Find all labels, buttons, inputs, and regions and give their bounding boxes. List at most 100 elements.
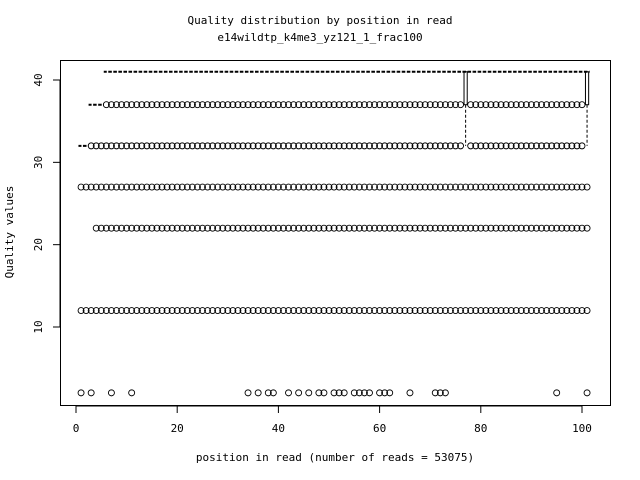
- outlier-point: [411, 142, 419, 150]
- outlier-point: [543, 307, 551, 314]
- outlier-point: [285, 389, 292, 397]
- outlier-point: [502, 224, 510, 232]
- outlier-point: [472, 224, 480, 232]
- outlier-point: [193, 142, 201, 150]
- outlier-point: [431, 224, 439, 232]
- outlier-point: [254, 389, 262, 397]
- outlier-point: [441, 307, 449, 314]
- outlier-point: [325, 101, 333, 109]
- outlier-point: [553, 183, 561, 191]
- outlier-point: [507, 224, 515, 232]
- outlier-point: [492, 142, 500, 150]
- outlier-point: [128, 142, 136, 150]
- outlier-point: [113, 224, 120, 232]
- outlier-point: [416, 224, 424, 232]
- outlier-point: [209, 142, 217, 150]
- outlier-point: [173, 142, 181, 150]
- outlier-point: [199, 142, 206, 150]
- outlier-point: [229, 224, 237, 232]
- outlier-point: [92, 307, 100, 314]
- outlier-point: [254, 142, 262, 150]
- outlier-point: [234, 142, 242, 150]
- outlier-point: [259, 101, 267, 109]
- outlier-point: [320, 101, 328, 109]
- outlier-point: [512, 224, 520, 232]
- outlier-point: [315, 101, 323, 109]
- outlier-point: [249, 224, 257, 232]
- outlier-point: [87, 389, 95, 397]
- outlier-point: [340, 142, 348, 150]
- outlier-point: [77, 183, 85, 191]
- outlier-point: [406, 307, 414, 314]
- outlier-point: [335, 224, 343, 232]
- outlier-point: [522, 224, 530, 232]
- outlier-point: [538, 224, 545, 232]
- outlier-point: [366, 389, 373, 397]
- outlier-point: [330, 307, 338, 314]
- outlier-point: [219, 101, 227, 109]
- outlier-point: [406, 183, 414, 191]
- outlier-point: [497, 183, 505, 191]
- outlier-point: [558, 101, 566, 109]
- outlier-point: [355, 142, 363, 150]
- outlier-point: [138, 307, 146, 314]
- x-axis-label: position in read (number of reads = 5307…: [196, 451, 474, 464]
- outlier-point: [133, 183, 141, 191]
- outlier-point: [102, 183, 110, 191]
- outlier-point: [350, 101, 358, 109]
- outlier-point: [446, 101, 454, 109]
- outlier-point: [285, 142, 292, 150]
- outlier-point: [320, 142, 328, 150]
- outlier-point: [330, 224, 338, 232]
- outlier-point: [376, 142, 384, 150]
- outlier-point: [178, 101, 186, 109]
- outlier-point: [507, 307, 515, 314]
- outlier-point: [239, 224, 247, 232]
- outlier-point: [305, 307, 313, 314]
- outlier-point: [533, 101, 540, 109]
- outlier-point: [143, 101, 151, 109]
- outlier-point: [583, 307, 591, 314]
- outlier-point: [224, 183, 232, 191]
- outlier-point: [107, 183, 115, 191]
- outlier-point: [259, 224, 267, 232]
- outlier-point: [573, 307, 581, 314]
- outlier-point: [249, 142, 257, 150]
- outlier-point: [355, 389, 363, 397]
- outlier-point: [497, 307, 505, 314]
- outlier-point: [178, 307, 186, 314]
- outlier-point: [325, 224, 333, 232]
- outlier-point: [482, 224, 490, 232]
- outlier-point: [254, 101, 262, 109]
- outlier-point: [118, 224, 125, 232]
- outlier-point: [123, 101, 131, 109]
- outlier-point: [477, 183, 485, 191]
- outlier-point: [219, 307, 227, 314]
- outlier-point: [305, 224, 313, 232]
- outlier-point: [214, 142, 222, 150]
- outlier-point: [138, 101, 146, 109]
- outlier-point: [158, 224, 166, 232]
- outlier-point: [269, 101, 277, 109]
- outlier-point: [87, 307, 95, 314]
- outlier-point: [315, 142, 323, 150]
- outlier-point: [123, 183, 131, 191]
- outlier-point: [325, 183, 333, 191]
- outlier-point: [386, 183, 394, 191]
- outlier-point: [578, 183, 586, 191]
- outlier-point: [148, 183, 156, 191]
- outlier-point: [452, 142, 459, 150]
- outlier-point: [102, 101, 110, 109]
- outlier-point: [477, 142, 485, 150]
- outlier-point: [163, 307, 171, 314]
- chart-subtitle: e14wildtp_k4me3_yz121_1_frac100: [217, 31, 422, 44]
- outlier-point: [360, 224, 368, 232]
- outlier-point: [280, 183, 287, 191]
- outlier-point: [163, 224, 171, 232]
- outlier-point: [467, 183, 475, 191]
- outlier-point: [163, 183, 171, 191]
- y-tick-label: 30: [32, 156, 45, 169]
- outlier-point: [563, 224, 571, 232]
- outlier-point: [472, 307, 480, 314]
- outlier-point: [199, 183, 206, 191]
